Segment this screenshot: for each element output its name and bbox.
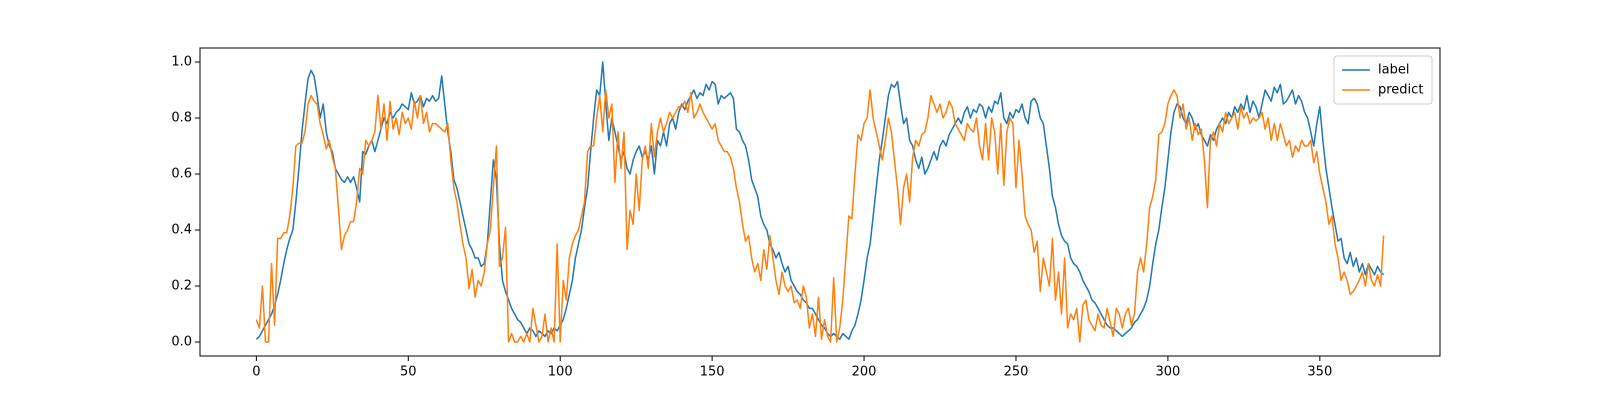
x-tick-label: 250 xyxy=(1004,365,1029,380)
x-tick-label: 350 xyxy=(1307,365,1332,380)
y-tick-label: 0.0 xyxy=(171,335,192,350)
legend-box xyxy=(1333,55,1433,105)
y-tick-label: 1.0 xyxy=(171,55,192,70)
y-tick-label: 0.6 xyxy=(171,167,192,182)
series-line xyxy=(255,61,1385,340)
y-tick-label: 0.4 xyxy=(171,223,192,238)
series-line xyxy=(255,89,1385,343)
x-tick-label: 50 xyxy=(400,365,417,380)
legend-label: label xyxy=(1378,63,1409,78)
axes-frame xyxy=(199,47,1441,357)
y-tick-label: 0.8 xyxy=(171,111,192,126)
x-tick-label: 150 xyxy=(700,365,725,380)
x-tick-label: 100 xyxy=(548,365,573,380)
y-tick-label: 0.2 xyxy=(171,279,192,294)
x-tick-label: 300 xyxy=(1155,365,1180,380)
x-tick-label: 200 xyxy=(852,365,877,380)
x-tick-label: 0 xyxy=(252,365,260,380)
legend-label: predict xyxy=(1378,83,1423,98)
